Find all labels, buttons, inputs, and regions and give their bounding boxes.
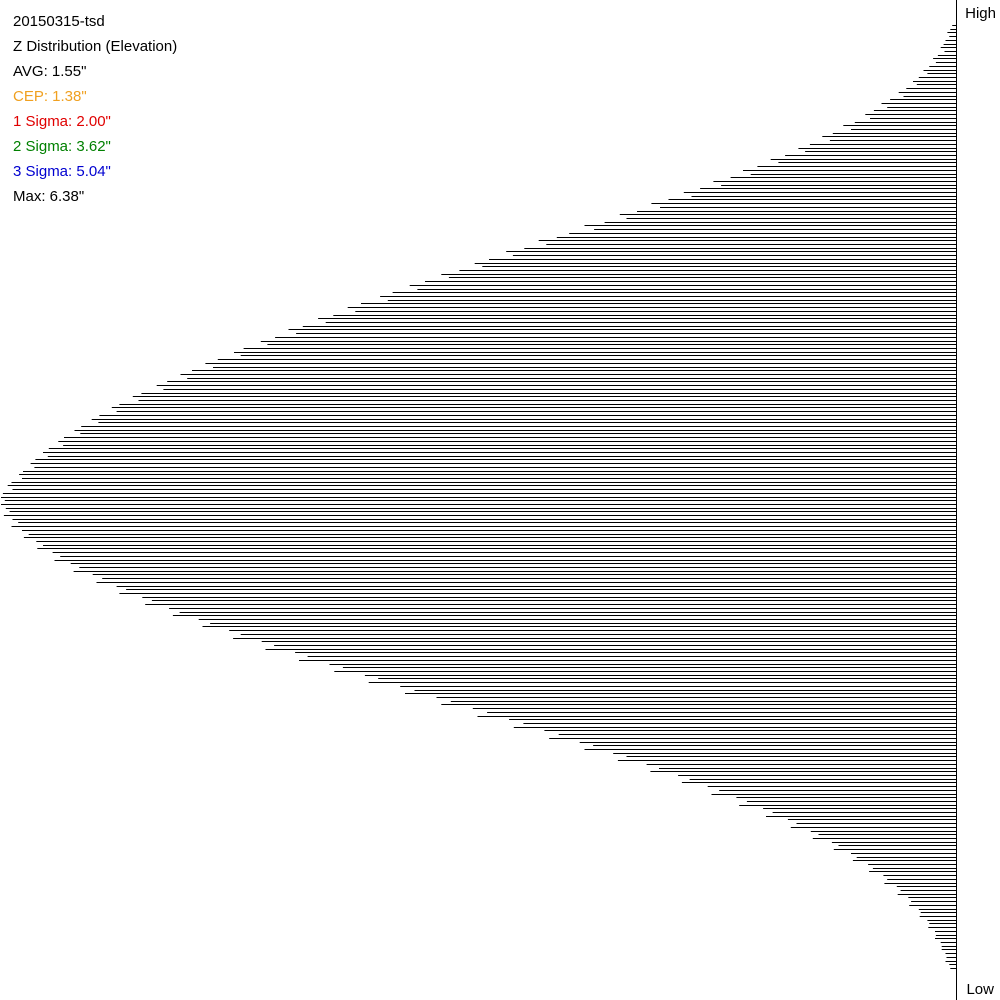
max-stat: Max: 6.38": [13, 188, 85, 205]
sigma3-stat: 3 Sigma: 5.04": [13, 163, 111, 180]
chart-subtitle: Z Distribution (Elevation): [13, 38, 178, 55]
sigma1-stat: 1 Sigma: 2.00": [13, 113, 111, 130]
axis-label-high: High: [965, 5, 996, 22]
chart-title: 20150315-tsd: [13, 13, 105, 30]
sigma2-stat: 2 Sigma: 3.62": [13, 138, 111, 155]
axis-label-low: Low: [966, 981, 994, 998]
avg-stat: AVG: 1.55": [13, 63, 87, 80]
cep-stat: CEP: 1.38": [13, 88, 87, 105]
stats-panel: 20150315-tsd Z Distribution (Elevation) …: [13, 9, 177, 209]
histogram-bars: [1, 25, 956, 969]
